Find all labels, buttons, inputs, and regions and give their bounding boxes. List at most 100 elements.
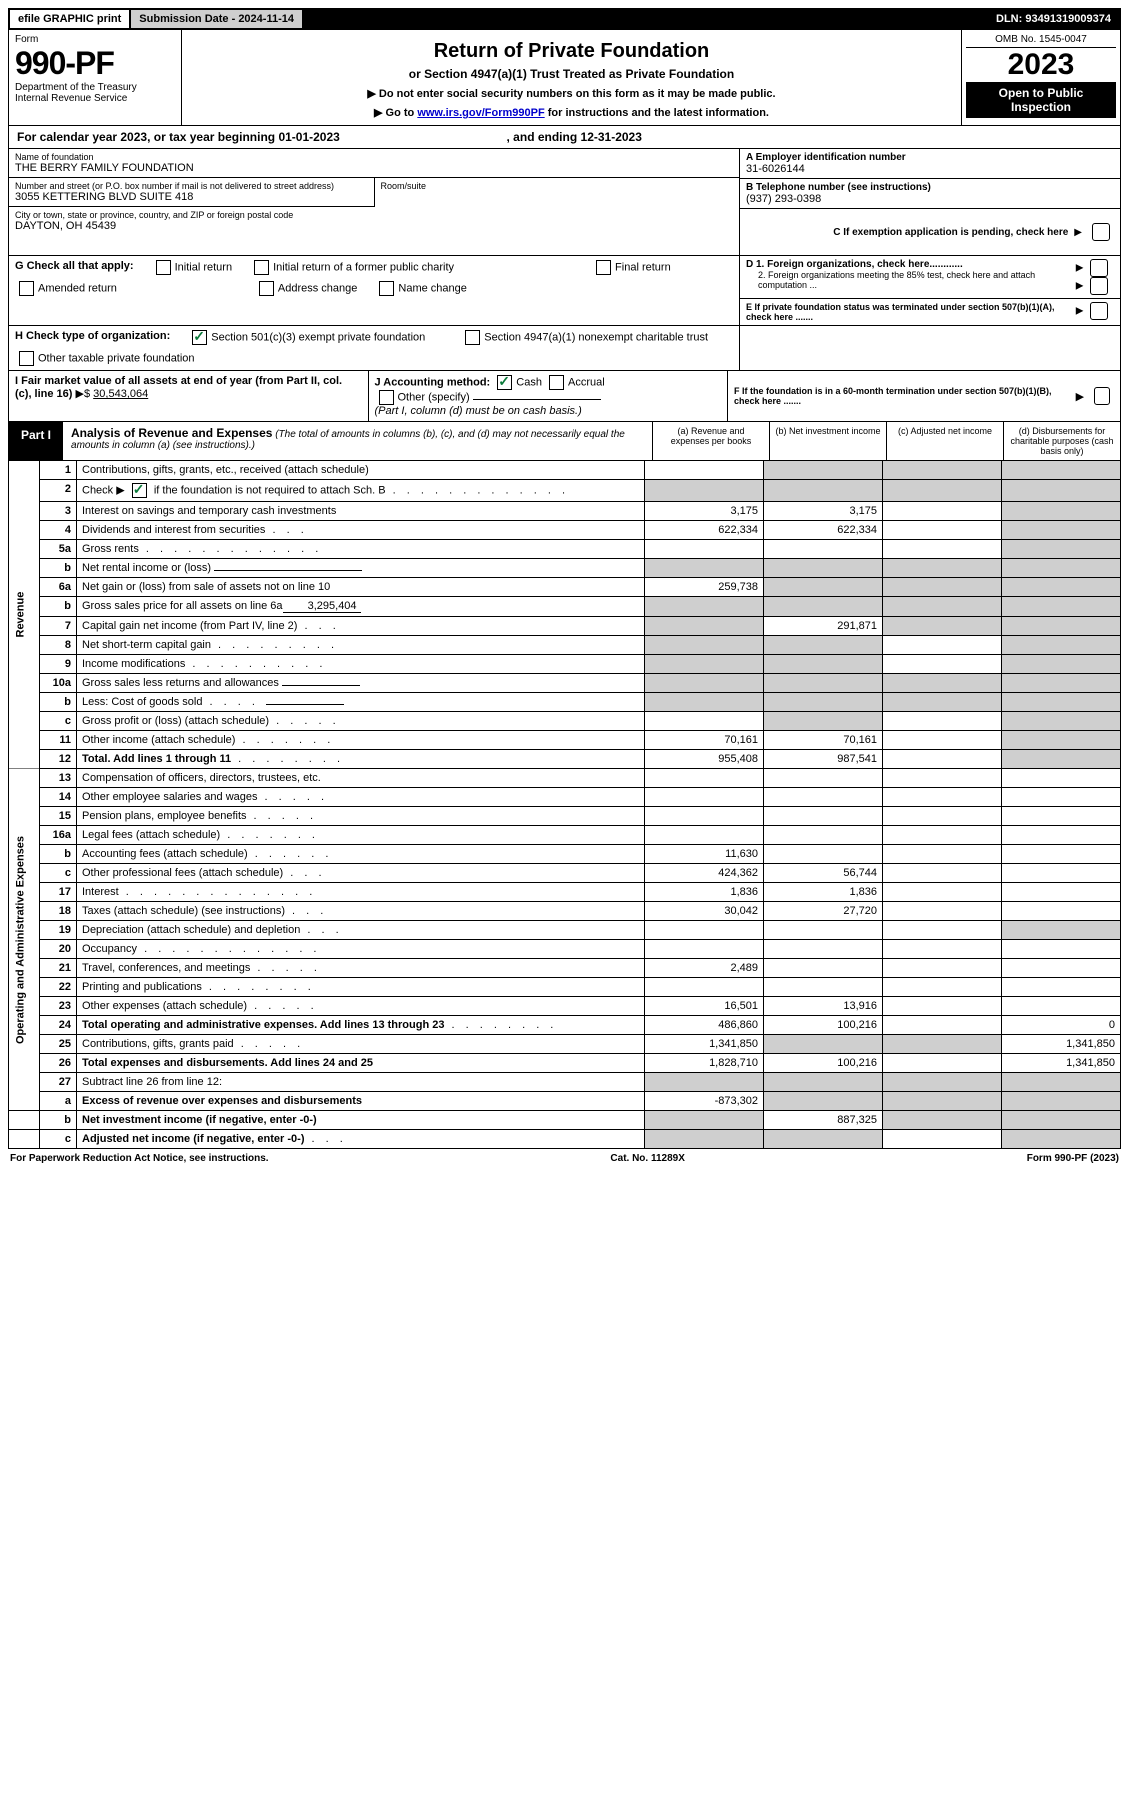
- l16a-desc: Legal fees (attach schedule): [82, 829, 220, 841]
- ein-cell: A Employer identification number 31-6026…: [740, 149, 1120, 179]
- j-section: J Accounting method: Cash Accrual Other …: [369, 371, 729, 421]
- l13-desc: Compensation of officers, directors, tru…: [77, 769, 645, 788]
- table-row: bNet investment income (if negative, ent…: [9, 1111, 1121, 1130]
- part1-label: Part I: [9, 422, 63, 460]
- g-former-checkbox[interactable]: [254, 260, 269, 275]
- l4a: 622,334: [645, 521, 764, 540]
- l16c-a: 424,362: [645, 864, 764, 883]
- addr-value: 3055 KETTERING BLVD SUITE 418: [15, 191, 368, 203]
- footer-left: For Paperwork Reduction Act Notice, see …: [10, 1153, 269, 1164]
- form-label: Form: [15, 34, 175, 45]
- g-amended-checkbox[interactable]: [19, 281, 34, 296]
- l24d: 0: [1002, 1016, 1121, 1035]
- g-o3: Final return: [615, 261, 671, 273]
- h-right-spacer: [739, 326, 1120, 370]
- table-row: 5aGross rents . . . . . . . . . . . . .: [9, 540, 1121, 559]
- header-left: Form 990-PF Department of the Treasury I…: [9, 30, 182, 125]
- table-row: bAccounting fees (attach schedule) . . .…: [9, 845, 1121, 864]
- footer-right: Form 990-PF (2023): [1027, 1153, 1119, 1164]
- l24-desc: Total operating and administrative expen…: [82, 1019, 444, 1031]
- col-a-head: (a) Revenue and expenses per books: [653, 422, 770, 460]
- j-other-checkbox[interactable]: [379, 390, 394, 405]
- table-row: bNet rental income or (loss): [9, 559, 1121, 578]
- phone-cell: B Telephone number (see instructions) (9…: [740, 179, 1120, 209]
- l10c-desc: Gross profit or (loss) (attach schedule): [82, 715, 269, 727]
- l16c-b: 56,744: [764, 864, 883, 883]
- arrow-icon: ▶: [1074, 227, 1082, 238]
- c-cell: C If exemption application is pending, c…: [740, 209, 1120, 255]
- g-initial-checkbox[interactable]: [156, 260, 171, 275]
- f-section: F If the foundation is in a 60-month ter…: [728, 371, 1120, 421]
- c-checkbox[interactable]: [1092, 223, 1110, 241]
- calendar-year: For calendar year 2023, or tax year begi…: [8, 126, 1121, 149]
- city-cell: City or town, state or province, country…: [9, 207, 739, 235]
- open-public: Open to Public Inspection: [966, 82, 1116, 118]
- table-row: 20Occupancy . . . . . . . . . . . . .: [9, 940, 1121, 959]
- l2a: Check ▶: [82, 484, 125, 496]
- l27b-desc: Net investment income (if negative, ente…: [82, 1114, 317, 1126]
- f-label: F If the foundation is in a 60-month ter…: [734, 386, 1052, 406]
- j-accrual-checkbox[interactable]: [549, 375, 564, 390]
- l11b: 70,161: [764, 731, 883, 750]
- f-checkbox[interactable]: [1094, 387, 1110, 405]
- l26b: 100,216: [764, 1054, 883, 1073]
- table-row: 23Other expenses (attach schedule) . . .…: [9, 997, 1121, 1016]
- l25d: 1,341,850: [1002, 1035, 1121, 1054]
- h-other-checkbox[interactable]: [19, 351, 34, 366]
- l10a-desc: Gross sales less returns and allowances: [82, 677, 279, 689]
- form-link[interactable]: www.irs.gov/Form990PF: [417, 107, 544, 119]
- l3b: 3,175: [764, 502, 883, 521]
- table-row: 17Interest . . . . . . . . . . . . . .1,…: [9, 883, 1121, 902]
- table-row: 24Total operating and administrative exp…: [9, 1016, 1121, 1035]
- d1-checkbox[interactable]: [1090, 259, 1108, 277]
- g-name-checkbox[interactable]: [379, 281, 394, 296]
- l27c-desc: Adjusted net income (if negative, enter …: [82, 1133, 304, 1145]
- d2-label: 2. Foreign organizations meeting the 85%…: [746, 270, 1062, 290]
- l4-desc: Dividends and interest from securities: [82, 524, 265, 536]
- entity-right: A Employer identification number 31-6026…: [739, 149, 1120, 255]
- revenue-side-label: Revenue: [9, 461, 40, 769]
- table-row: 15Pension plans, employee benefits . . .…: [9, 807, 1121, 826]
- j-cash-checkbox[interactable]: [497, 375, 512, 390]
- g-lead: G Check all that apply:: [15, 260, 134, 275]
- cal-b: , and ending 12-31-2023: [507, 130, 642, 144]
- l5a-desc: Gross rents: [82, 543, 139, 555]
- omb-no: OMB No. 1545-0047: [966, 34, 1116, 48]
- l6a-desc: Net gain or (loss) from sale of assets n…: [77, 578, 645, 597]
- h-o1: Section 501(c)(3) exempt private foundat…: [211, 331, 425, 343]
- e-checkbox[interactable]: [1090, 302, 1108, 320]
- form-title: Return of Private Foundation: [202, 40, 941, 63]
- form-subtitle: or Section 4947(a)(1) Trust Treated as P…: [202, 67, 941, 81]
- g-o5: Address change: [278, 282, 358, 294]
- addr-cell: Number and street (or P.O. box number if…: [9, 178, 374, 207]
- table-row: 25Contributions, gifts, grants paid . . …: [9, 1035, 1121, 1054]
- table-row: 3Interest on savings and temporary cash …: [9, 502, 1121, 521]
- h-o2: Section 4947(a)(1) nonexempt charitable …: [484, 331, 708, 343]
- g-o1: Initial return: [175, 261, 232, 273]
- d2-checkbox[interactable]: [1090, 277, 1108, 295]
- l15-desc: Pension plans, employee benefits: [82, 810, 247, 822]
- note2-pre: ▶ Go to: [374, 107, 417, 119]
- h-4947-checkbox[interactable]: [465, 330, 480, 345]
- l10b-desc: Less: Cost of goods sold: [82, 696, 202, 708]
- page-footer: For Paperwork Reduction Act Notice, see …: [8, 1149, 1121, 1168]
- l2-checkbox[interactable]: [132, 483, 147, 498]
- l17-desc: Interest: [82, 886, 119, 898]
- h-501c3-checkbox[interactable]: [192, 330, 207, 345]
- foundation-name: THE BERRY FAMILY FOUNDATION: [15, 162, 733, 174]
- table-row: 22Printing and publications . . . . . . …: [9, 978, 1121, 997]
- l17a: 1,836: [645, 883, 764, 902]
- table-row: 16aLegal fees (attach schedule) . . . . …: [9, 826, 1121, 845]
- efile-label[interactable]: efile GRAPHIC print: [10, 10, 129, 28]
- table-row: bGross sales price for all assets on lin…: [9, 597, 1121, 617]
- g-final-checkbox[interactable]: [596, 260, 611, 275]
- l2-desc: Check ▶ if the foundation is not require…: [77, 480, 645, 502]
- table-row: cGross profit or (loss) (attach schedule…: [9, 712, 1121, 731]
- table-row: 19Depreciation (attach schedule) and dep…: [9, 921, 1121, 940]
- l21-desc: Travel, conferences, and meetings: [82, 962, 250, 974]
- table-row: 6aNet gain or (loss) from sale of assets…: [9, 578, 1121, 597]
- part1-header: Part I Analysis of Revenue and Expenses …: [8, 422, 1121, 461]
- g-address-checkbox[interactable]: [259, 281, 274, 296]
- ijf-row: I Fair market value of all assets at end…: [8, 371, 1121, 422]
- h-o3: Other taxable private foundation: [38, 352, 195, 364]
